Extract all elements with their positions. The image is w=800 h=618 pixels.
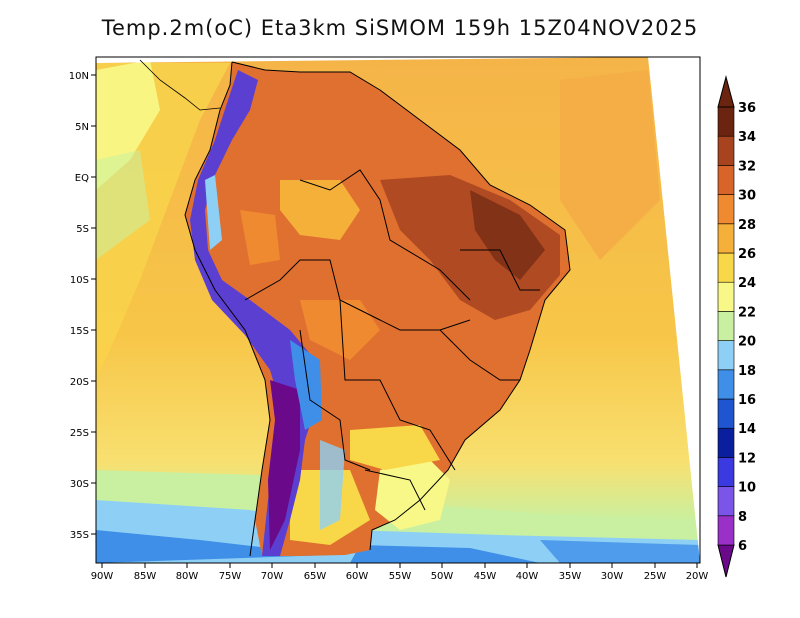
lat-label: 35S	[70, 530, 89, 541]
lon-label: 90W	[91, 571, 114, 582]
temperature-field	[96, 57, 700, 563]
colorbar-segment	[717, 398, 735, 429]
colorbar-label: 18	[738, 364, 756, 379]
colorbar-segment	[717, 515, 735, 546]
lon-label: 50W	[431, 571, 454, 582]
lon-label: 55W	[389, 571, 412, 582]
colorbar-segment	[717, 457, 735, 487]
colorbar-label: 22	[738, 305, 756, 320]
colorbar-label: 12	[738, 451, 756, 466]
colorbar-lower-arrow	[717, 544, 735, 578]
lat-label: 20S	[70, 377, 89, 388]
colorbar: 6 8 10 12 14 16 18 20 22 24 26 28 30 32 34 36	[717, 75, 756, 578]
colorbar-label: 30	[738, 189, 756, 204]
lon-label: 65W	[304, 571, 327, 582]
colorbar-upper-arrow	[717, 75, 735, 108]
colorbar-segment	[717, 223, 735, 254]
colorbar-label: 26	[738, 247, 756, 262]
colorbar-label: 14	[738, 422, 756, 437]
longitude-labels: 90W 85W 80W 75W 70W 65W 60W 55W 50W 45W …	[91, 571, 709, 582]
lon-label: 45W	[474, 571, 497, 582]
lon-label: 80W	[176, 571, 199, 582]
lon-label: 20W	[686, 571, 709, 582]
lon-label: 40W	[516, 571, 539, 582]
map-title: Temp.2m(oC) Eta3km SiSMOM 159h 15Z04NOV2…	[101, 16, 699, 40]
colorbar-label: 24	[738, 276, 756, 291]
lat-label: 15S	[70, 326, 89, 337]
lon-label: 25W	[644, 571, 667, 582]
colorbar-segment	[717, 369, 735, 400]
longitude-axis	[101, 563, 698, 568]
colorbar-label: 10	[738, 481, 756, 496]
colorbar-label: 28	[738, 218, 756, 233]
colorbar-segment	[717, 427, 735, 458]
colorbar-label: 32	[738, 159, 756, 174]
colorbar-label: 16	[738, 393, 756, 408]
lon-label: 35W	[559, 571, 582, 582]
colorbar-segment	[717, 486, 735, 517]
colorbar-label: 20	[738, 335, 756, 350]
lat-label: 30S	[70, 479, 89, 490]
lon-label: 60W	[346, 571, 369, 582]
colorbar-segment	[717, 194, 735, 225]
colorbar-segment	[717, 311, 735, 341]
lat-label: 5S	[76, 224, 89, 235]
lat-label: 10N	[69, 71, 89, 82]
lon-label: 70W	[261, 571, 284, 582]
colorbar-segment	[717, 281, 735, 312]
lon-label: 85W	[134, 571, 157, 582]
colorbar-segment	[717, 252, 735, 283]
colorbar-label: 36	[738, 101, 756, 116]
latitude-labels: 10N 5N EQ 5S 10S 15S 20S 25S 30S 35S	[69, 71, 89, 541]
colorbar-segment	[717, 135, 735, 166]
colorbar-segment	[717, 340, 735, 371]
lon-label: 75W	[219, 571, 242, 582]
lat-label: 5N	[75, 122, 89, 133]
lat-label: EQ	[75, 173, 89, 184]
latitude-axis	[91, 74, 96, 535]
map-frame	[95, 56, 701, 564]
colorbar-segment	[717, 165, 735, 195]
colorbar-label: 8	[738, 510, 747, 525]
lon-label: 30W	[601, 571, 624, 582]
colorbar-label: 34	[738, 130, 756, 145]
colorbar-segment	[717, 106, 735, 137]
lat-label: 25S	[70, 428, 89, 439]
lat-label: 10S	[70, 275, 89, 286]
coastline-borders	[139, 59, 571, 557]
colorbar-label: 6	[738, 539, 747, 554]
